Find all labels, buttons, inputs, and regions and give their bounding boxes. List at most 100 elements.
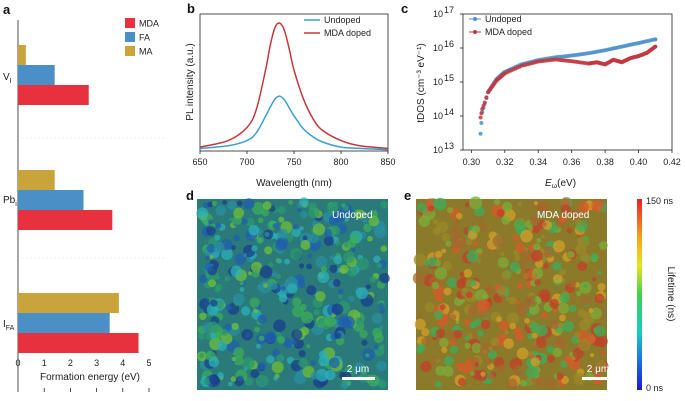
map-speckle (287, 283, 298, 294)
map-speckle (417, 202, 428, 213)
map-speckle (560, 204, 571, 215)
map-speckle (559, 268, 566, 276)
map-speckle (533, 201, 539, 206)
map-speckle (435, 328, 446, 338)
chart-c-ytick-label: 10 (433, 9, 443, 19)
chart-a-xtick-label: 5 (146, 358, 151, 368)
map-speckle (572, 347, 584, 359)
map-speckle (251, 202, 265, 215)
chart-c-point-1 (478, 115, 483, 120)
map-speckle (215, 222, 222, 229)
chart-c-xtick-label: 0.42 (663, 157, 681, 167)
chart-b-xtick-label: 650 (192, 157, 207, 167)
map-speckle (433, 310, 444, 320)
map-speckle (435, 250, 443, 258)
chart-c-ytick-exp: 13 (444, 141, 454, 151)
map-speckle (348, 295, 355, 302)
chart-b-xtick-label: 700 (239, 157, 254, 167)
map-speckle (297, 280, 306, 289)
chart-a-xtick-label: 0 (15, 358, 20, 368)
category-main: I (3, 319, 6, 330)
image-d-scalebar-label: 2 μm (347, 364, 369, 375)
map-speckle (310, 371, 319, 380)
map-speckle (329, 255, 335, 260)
map-speckle (344, 217, 349, 222)
map-speckle (420, 360, 432, 372)
map-speckle (271, 348, 280, 357)
map-speckle (199, 312, 207, 321)
map-speckle (549, 298, 559, 309)
map-speckle (472, 225, 481, 234)
legend-swatch-ma (125, 46, 135, 56)
map-speckle (455, 317, 460, 322)
map-speckle (465, 291, 473, 299)
map-speckle (496, 316, 502, 323)
map-speckle (306, 263, 313, 270)
map-speckle (424, 302, 435, 313)
map-speckle (299, 210, 308, 219)
map-speckle (438, 337, 449, 348)
map-speckle (283, 337, 293, 348)
map-speckle (300, 240, 311, 250)
map-speckle (290, 248, 303, 261)
map-speckle (590, 253, 599, 261)
map-speckle (210, 299, 218, 307)
map-speckle (256, 236, 264, 244)
map-speckle (268, 262, 274, 268)
map-speckle (529, 201, 535, 207)
map-speckle (228, 381, 233, 387)
map-speckle (318, 350, 328, 359)
map-speckle (442, 261, 452, 271)
map-speckle (209, 254, 214, 260)
map-speckle (244, 377, 254, 386)
map-speckle (516, 347, 529, 360)
map-speckle (583, 236, 589, 242)
chart-c-ytick-label: 10 (433, 145, 443, 155)
map-speckle (376, 360, 387, 372)
map-speckle (517, 202, 523, 207)
map-speckle (579, 319, 591, 331)
legend-label-ma: MA (139, 47, 153, 57)
map-speckle (215, 205, 227, 216)
map-speckle (416, 346, 424, 354)
map-speckle (211, 200, 218, 207)
map-speckle (206, 226, 216, 236)
chart-a-xtick-label: 3 (94, 358, 99, 368)
chart-c-xlabel-sub: ω (552, 183, 558, 190)
map-speckle (332, 201, 338, 207)
map-speckle (329, 357, 340, 369)
map-speckle (487, 350, 497, 360)
map-speckle (447, 207, 454, 214)
map-speckle (509, 322, 516, 330)
map-speckle (308, 207, 320, 219)
map-speckle (469, 321, 477, 329)
map-speckle (567, 250, 575, 259)
map-speckle (346, 265, 358, 277)
map-speckle (230, 265, 242, 277)
chart-c-point-0 (653, 37, 658, 42)
map-speckle (494, 284, 502, 291)
map-speckle (347, 239, 356, 248)
map-speckle (528, 226, 534, 232)
map-speckle (430, 355, 439, 363)
map-speckle (299, 263, 305, 269)
map-speckle (233, 234, 241, 242)
map-speckle (546, 345, 555, 354)
map-speckle (525, 295, 537, 308)
map-speckle (278, 216, 285, 223)
map-speckle (251, 261, 263, 274)
map-speckle (340, 381, 349, 390)
map-speckle (379, 308, 386, 314)
map-speckle (328, 214, 340, 226)
legend-swatch-fa (125, 32, 135, 42)
colorbar-title: Lifetime (ns) (665, 266, 676, 321)
map-speckle (373, 255, 381, 264)
map-speckle (209, 374, 220, 385)
map-speckle (504, 330, 509, 335)
map-speckle (455, 320, 460, 325)
chart-a-xtick-label: 4 (120, 358, 125, 368)
map-speckle (421, 337, 430, 346)
map-speckle (468, 303, 480, 315)
chart-c-point-1 (480, 107, 485, 112)
map-speckle (230, 376, 237, 382)
